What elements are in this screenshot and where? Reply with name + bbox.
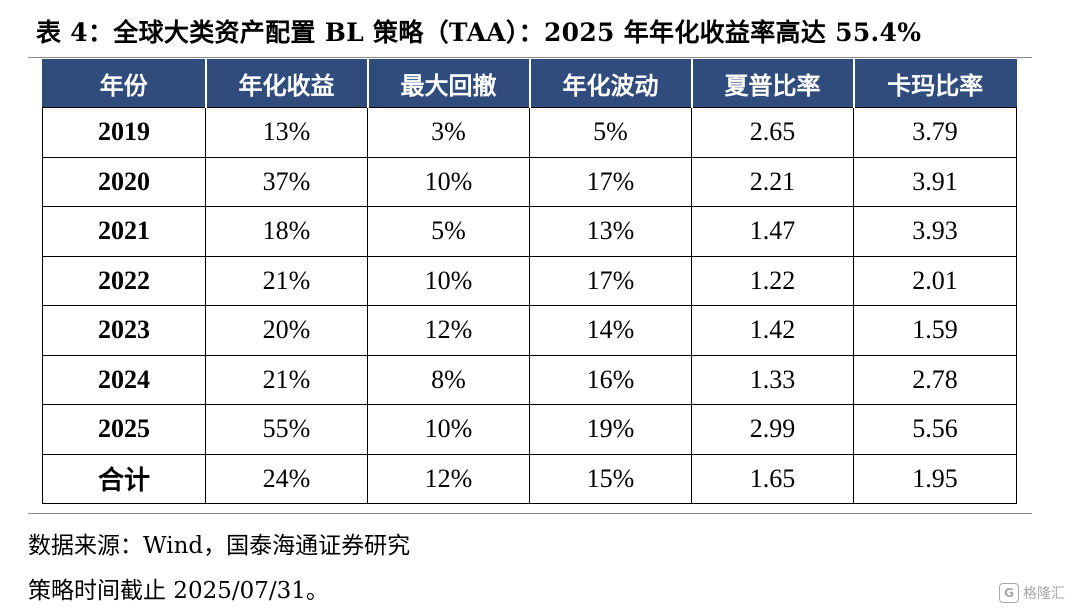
table-row: 2025 55% 10% 19% 2.99 5.56 [42,404,1017,455]
watermark-text: 格隆汇 [1023,586,1065,602]
cell-calmar-ratio: 5.56 [853,404,1017,455]
cell-annual-return: 21% [205,354,368,405]
header-annual-return: 年化收益 [204,59,369,108]
cell-max-drawdown: 12% [367,305,530,356]
data-source-note: 数据来源：Wind，国泰海通证券研究 [28,533,411,559]
cell-year: 2023 [42,305,206,356]
cell-annual-return: 18% [205,206,368,257]
table-row-total: 合计 24% 12% 15% 1.65 1.95 [42,453,1017,504]
cell-annual-volatility: 15% [529,453,692,504]
cell-max-drawdown: 10% [367,255,530,306]
cell-calmar-ratio: 2.01 [853,255,1017,306]
cell-annual-volatility: 14% [529,305,692,356]
cell-sharpe-ratio: 1.33 [691,354,854,405]
table-header-row: 年份 年化收益 最大回撤 年化波动 夏普比率 卡玛比率 [42,59,1017,108]
cell-annual-return: 55% [205,404,368,455]
cell-sharpe-ratio: 1.47 [691,206,854,257]
table-row: 2022 21% 10% 17% 1.22 2.01 [42,255,1017,306]
table-row: 2021 18% 5% 13% 1.47 3.93 [42,206,1017,257]
header-calmar-ratio: 卡玛比率 [852,59,1017,108]
cell-annual-return: 13% [205,107,368,158]
watermark-logo-icon: G [999,583,1019,603]
cell-max-drawdown: 8% [367,354,530,405]
cell-sharpe-ratio: 2.21 [691,156,854,207]
watermark: G 格隆汇 [999,583,1065,603]
cell-max-drawdown: 12% [367,453,530,504]
cell-max-drawdown: 3% [367,107,530,158]
table-row: 2019 13% 3% 5% 2.65 3.79 [42,107,1017,158]
table-row: 2020 37% 10% 17% 2.21 3.91 [42,156,1017,207]
cell-year: 2025 [42,404,206,455]
cell-annual-volatility: 5% [529,107,692,158]
cell-sharpe-ratio: 1.65 [691,453,854,504]
cell-annual-return: 21% [205,255,368,306]
cell-calmar-ratio: 2.78 [853,354,1017,405]
cell-annual-return: 24% [205,453,368,504]
table-row: 2024 21% 8% 16% 1.33 2.78 [42,354,1017,405]
cell-sharpe-ratio: 2.99 [691,404,854,455]
cell-total-label: 合计 [42,453,206,504]
cell-sharpe-ratio: 1.42 [691,305,854,356]
header-max-drawdown: 最大回撤 [366,59,531,108]
cell-annual-volatility: 17% [529,156,692,207]
cell-max-drawdown: 10% [367,156,530,207]
table-row: 2023 20% 12% 14% 1.42 1.59 [42,305,1017,356]
cell-calmar-ratio: 3.91 [853,156,1017,207]
cell-year: 2024 [42,354,206,405]
header-annual-volatility: 年化波动 [528,59,693,108]
cell-max-drawdown: 5% [367,206,530,257]
cell-annual-volatility: 16% [529,354,692,405]
cell-annual-return: 37% [205,156,368,207]
cell-calmar-ratio: 3.79 [853,107,1017,158]
cell-year: 2019 [42,107,206,158]
cell-year: 2022 [42,255,206,306]
title-divider [28,57,1032,58]
table-title: 表 4：全球大类资产配置 BL 策略（TAA）：2025 年年化收益率高达 55… [36,18,922,47]
performance-table: 年份 年化收益 最大回撤 年化波动 夏普比率 卡玛比率 2019 13% 3% … [42,59,1017,504]
header-sharpe-ratio: 夏普比率 [690,59,855,108]
cell-max-drawdown: 10% [367,404,530,455]
cell-calmar-ratio: 1.59 [853,305,1017,356]
cell-annual-volatility: 17% [529,255,692,306]
cell-year: 2020 [42,156,206,207]
cell-calmar-ratio: 1.95 [853,453,1017,504]
cell-calmar-ratio: 3.93 [853,206,1017,257]
source-divider [28,513,1032,514]
cutoff-date-note: 策略时间截止 2025/07/31。 [28,578,329,604]
cell-annual-volatility: 13% [529,206,692,257]
cell-sharpe-ratio: 2.65 [691,107,854,158]
header-year: 年份 [42,59,207,108]
cell-annual-volatility: 19% [529,404,692,455]
cell-annual-return: 20% [205,305,368,356]
cell-year: 2021 [42,206,206,257]
cell-sharpe-ratio: 1.22 [691,255,854,306]
